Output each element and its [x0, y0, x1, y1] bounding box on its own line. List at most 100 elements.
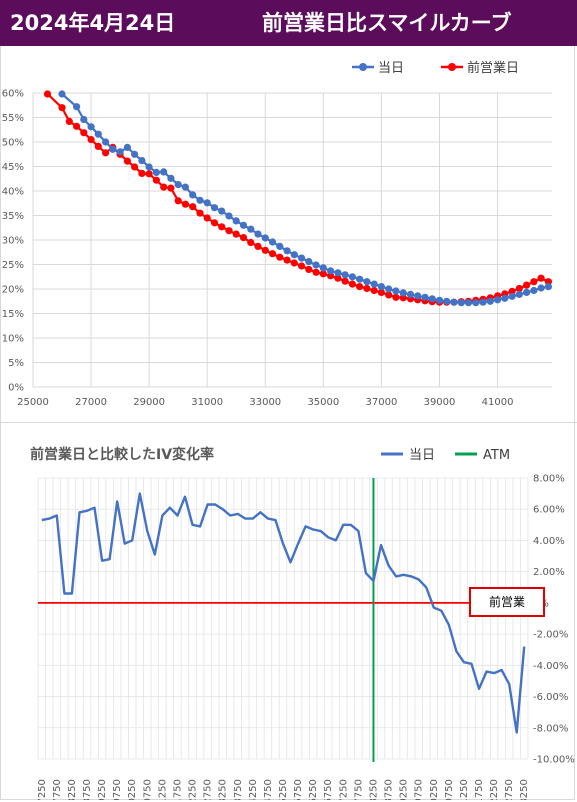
data-point: [435, 296, 444, 304]
data-point: [167, 174, 175, 182]
x-tick-label: 25000: [17, 397, 49, 408]
iv-change-chart: 8.00%6.00%4.00%2.00%0%-2.00%-4.00%-6.00%…: [37, 448, 575, 800]
data-point: [203, 199, 211, 207]
x-tick-label: 33000: [249, 397, 281, 408]
data-point: [94, 142, 102, 150]
y-tick-label: 40%: [2, 187, 24, 198]
x-tick-label: 29750: [112, 779, 123, 800]
x-tick-label: 30750: [142, 779, 153, 800]
x-tick-label: 31000: [191, 397, 223, 408]
x-tick-label: 28750: [82, 779, 93, 800]
y-tick-label: 35%: [2, 211, 24, 222]
data-point: [174, 197, 182, 205]
data-point: [305, 258, 313, 266]
x-tick-label: 39750: [414, 779, 425, 800]
data-point: [298, 254, 306, 262]
y-tick-label: 45%: [2, 162, 24, 173]
iv-change-line: [41, 492, 526, 734]
data-point: [319, 264, 327, 272]
data-point: [406, 290, 415, 298]
data-point: [392, 293, 400, 301]
x-tick-label: 41250: [459, 779, 470, 800]
x-tick-label: 37750: [353, 779, 364, 800]
y-tick-label: 20%: [2, 285, 24, 296]
header-title: 前営業日比スマイルカーブ: [262, 11, 512, 35]
x-tick-label: 34250: [248, 779, 259, 800]
data-point: [181, 200, 189, 208]
data-point: [181, 183, 189, 191]
y-tick-label: 60%: [2, 89, 24, 100]
data-point: [138, 157, 146, 165]
y-tick-label: 8.00%: [533, 474, 565, 485]
data-point: [196, 209, 204, 217]
data-point: [94, 130, 102, 138]
data-point: [232, 230, 240, 238]
data-point: [145, 163, 153, 171]
data-point: [196, 196, 204, 204]
data-point: [443, 297, 451, 305]
data-point: [131, 163, 139, 171]
y-tick-label: -10.00%: [533, 755, 575, 766]
data-point: [160, 168, 168, 176]
data-point: [152, 168, 160, 176]
data-point: [508, 292, 516, 300]
data-point: [370, 280, 378, 288]
data-point: [399, 289, 407, 297]
data-point: [58, 104, 66, 112]
data-point: [225, 212, 233, 220]
data-point: [523, 281, 531, 289]
data-point: [428, 295, 436, 303]
legend-marker: [359, 63, 367, 71]
data-point: [530, 278, 538, 286]
data-point: [276, 242, 284, 250]
data-point: [276, 253, 284, 261]
prev-day-annotation: 前営業: [469, 587, 545, 617]
chart-separator: [0, 422, 577, 423]
y-tick-label: 15%: [2, 309, 24, 320]
x-tick-label: 34750: [263, 779, 274, 800]
data-point: [501, 294, 509, 302]
x-tick-label: 41750: [474, 779, 485, 800]
data-point: [239, 234, 248, 242]
data-point: [218, 223, 226, 231]
x-tick-label: 36250: [308, 779, 319, 800]
y-tick-label: -2.00%: [533, 630, 568, 641]
x-tick-label: 41000: [482, 397, 514, 408]
x-tick-label: 27750: [52, 779, 63, 800]
data-point: [58, 90, 66, 98]
legend-label: ATM: [483, 448, 510, 463]
x-tick-label: 35000: [307, 397, 339, 408]
y-tick-label: 2.00%: [533, 567, 565, 578]
x-tick-label: 35750: [293, 779, 304, 800]
data-point: [283, 256, 291, 264]
x-tick-label: 39000: [424, 397, 456, 408]
data-point: [472, 299, 480, 307]
x-tick-label: 40250: [429, 779, 440, 800]
data-point: [167, 184, 175, 192]
x-tick-label: 43250: [519, 779, 530, 800]
legend-label: 当日: [409, 448, 435, 463]
data-point: [87, 136, 95, 144]
data-point: [73, 103, 81, 111]
data-point: [334, 269, 342, 277]
data-point: [152, 176, 160, 184]
data-point: [348, 273, 356, 281]
iv-change-chart-title: 前営業日と比較したIV変化率: [30, 447, 215, 463]
data-point: [356, 275, 364, 283]
y-tick-label: 0%: [8, 383, 24, 394]
x-tick-label: 42750: [504, 779, 515, 800]
data-point: [80, 129, 88, 137]
data-point: [341, 277, 349, 285]
data-point: [210, 219, 219, 227]
data-point: [464, 299, 473, 307]
data-point: [102, 149, 110, 157]
data-point: [486, 297, 494, 305]
data-point: [356, 283, 364, 291]
data-point: [43, 90, 52, 98]
legend-label: 当日: [378, 61, 404, 76]
x-tick-label: 31750: [172, 779, 183, 800]
x-tick-label: 30250: [127, 779, 138, 800]
data-point: [254, 230, 262, 238]
data-point: [530, 286, 538, 295]
data-point: [385, 285, 393, 293]
